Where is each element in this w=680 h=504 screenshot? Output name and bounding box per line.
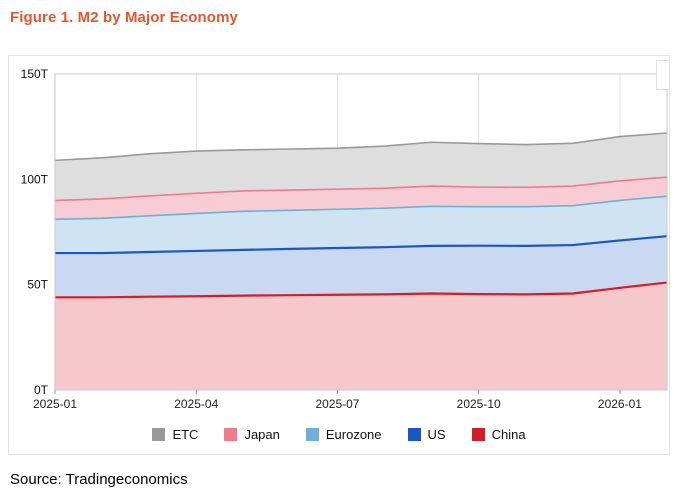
- chart-legend: ETC Japan Eurozone US China: [9, 414, 669, 454]
- stacked-area-chart[interactable]: 0T 50T 100T 150T 2025-01 2025-04 2025-07 2025-1…: [9, 56, 669, 414]
- legend-swatch-japan: [224, 427, 238, 441]
- x-tick-label: 2025-04: [174, 397, 218, 411]
- legend-item-eurozone[interactable]: Eurozone: [305, 426, 382, 442]
- legend-swatch-eurozone: [305, 427, 319, 441]
- legend-item-us[interactable]: US: [407, 426, 446, 442]
- source-text: Source: Tradingeconomics: [10, 471, 188, 488]
- legend-item-china[interactable]: China: [471, 426, 526, 442]
- line-china: [55, 281, 668, 299]
- legend-swatch-china: [471, 427, 485, 441]
- x-tick-label: 2025-07: [315, 397, 359, 411]
- legend-item-japan[interactable]: Japan: [224, 426, 280, 442]
- chart-panel: 0T 50T 100T 150T 2025-01 2025-04 2025-07 2025-1…: [8, 55, 670, 455]
- y-tick-label: 50T: [27, 278, 48, 292]
- x-tick-label: 2025-01: [33, 397, 77, 411]
- y-tick-label: 100T: [21, 172, 49, 186]
- area-eurozone: [55, 196, 667, 254]
- legend-swatch-us: [407, 427, 421, 441]
- legend-label: Japan: [244, 426, 280, 442]
- legend-label: US: [427, 426, 446, 442]
- legend-label: Eurozone: [325, 426, 382, 442]
- x-tick-label: 2025-10: [457, 397, 501, 411]
- x-tick-label: 2026-01: [598, 397, 642, 411]
- line-eurozone: [54, 195, 668, 221]
- y-tick-label: 150T: [21, 67, 49, 81]
- area-etc: [55, 132, 667, 201]
- figure-title: Figure 1. M2 by Major Economy: [10, 9, 238, 26]
- legend-label: ETC: [172, 426, 199, 442]
- area-china: [55, 282, 667, 390]
- legend-swatch-etc: [152, 427, 166, 441]
- chart-widget-notch: [656, 60, 670, 90]
- y-tick-label: 0T: [34, 383, 49, 397]
- line-japan: [54, 176, 668, 202]
- line-etc: [54, 132, 668, 162]
- legend-item-etc[interactable]: ETC: [152, 427, 198, 442]
- plot-border: [54, 73, 668, 391]
- legend-label: China: [491, 426, 526, 442]
- line-us: [55, 235, 668, 255]
